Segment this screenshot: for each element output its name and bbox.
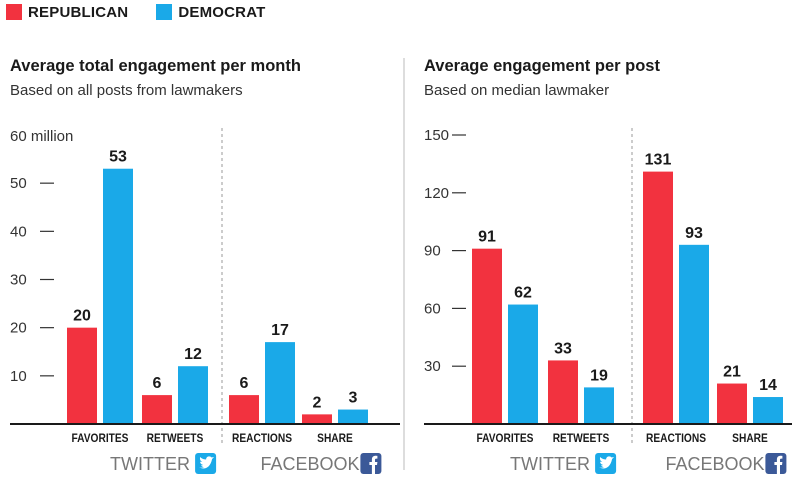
chart-title: Average engagement per post: [424, 57, 660, 75]
legend-label-republican: REPUBLICAN: [28, 3, 129, 21]
y-tick-label: 120: [424, 185, 449, 202]
facebook-icon: [765, 453, 787, 474]
bar-democrat-favorites: [508, 304, 538, 424]
category-label: REACTIONS: [646, 432, 706, 445]
y-tick-label: 90: [424, 243, 441, 260]
y-tick-label: 30: [424, 358, 441, 375]
twitter-icon: [195, 453, 217, 474]
legend: REPUBLICAN DEMOCRAT: [6, 2, 294, 22]
bar-democrat-favorites: [103, 168, 133, 424]
y-tick-label: 60: [424, 300, 441, 317]
bar-republican-share: [717, 383, 747, 424]
chart-subtitle: Based on median lawmaker: [424, 82, 609, 99]
y-tick-label: 50: [10, 175, 27, 192]
chart-title: Average total engagement per month: [10, 57, 301, 75]
data-label: 21: [723, 364, 741, 381]
bar-republican-reactions: [643, 171, 673, 424]
bar-democrat-retweets: [584, 387, 614, 424]
legend-swatch-democrat: [156, 4, 173, 20]
category-label: RETWEETS: [147, 432, 204, 445]
category-label: RETWEETS: [553, 432, 610, 445]
bar-republican-share: [302, 414, 332, 424]
category-label: FAVORITES: [476, 432, 533, 445]
legend-label-democrat: DEMOCRAT: [178, 3, 266, 21]
bar-democrat-reactions: [265, 342, 295, 424]
bar-democrat-share: [753, 397, 783, 424]
data-label: 12: [184, 346, 202, 363]
bar-republican-reactions: [229, 395, 259, 424]
data-label: 131: [645, 152, 672, 169]
legend-swatch-republican: [6, 4, 22, 20]
y-tick-label: 20: [10, 320, 27, 337]
y-tick-label: 40: [10, 223, 27, 240]
chart-subtitle: Based on all posts from lawmakers: [10, 82, 243, 99]
y-tick-label: 10: [10, 368, 27, 385]
data-label: 91: [478, 229, 496, 246]
data-label: 62: [514, 285, 532, 302]
data-label: 20: [73, 308, 91, 325]
chart-panel-2: Average engagement per post Based on medi…: [424, 57, 792, 474]
data-label: 14: [759, 377, 777, 394]
data-label: 93: [685, 225, 703, 242]
y-tick-label: 150: [424, 127, 449, 144]
data-label: 6: [240, 375, 249, 392]
data-label: 3: [349, 390, 358, 407]
category-label: SHARE: [732, 432, 768, 445]
category-label: REACTIONS: [232, 432, 292, 445]
bar-democrat-share: [338, 409, 368, 424]
chart-panel-1: Average total engagement per month Based …: [10, 57, 400, 474]
data-label: 19: [590, 367, 608, 384]
y-unit-label: 60 million: [10, 128, 73, 145]
bar-democrat-reactions: [679, 244, 709, 424]
data-label: 33: [554, 340, 572, 357]
category-label: FAVORITES: [71, 432, 128, 445]
bar-democrat-retweets: [178, 366, 208, 424]
platform-label-twitter: TWITTER: [510, 454, 590, 474]
legend-item-republican: REPUBLICAN: [6, 4, 128, 21]
bar-republican-retweets: [548, 360, 578, 424]
bar-republican-favorites: [472, 248, 502, 424]
platform-label-facebook: FACEBOOK: [665, 454, 764, 474]
category-label: SHARE: [317, 432, 353, 445]
data-label: 2: [313, 394, 322, 411]
data-label: 53: [109, 149, 127, 166]
platform-label-facebook: FACEBOOK: [260, 454, 359, 474]
legend-item-democrat: DEMOCRAT: [156, 4, 265, 21]
y-tick-label: 30: [10, 272, 27, 289]
data-label: 6: [153, 375, 162, 392]
platform-label-twitter: TWITTER: [110, 454, 190, 474]
bar-republican-favorites: [67, 327, 97, 424]
facebook-icon: [360, 453, 382, 474]
bar-republican-retweets: [142, 395, 172, 424]
twitter-icon: [595, 453, 617, 474]
data-label: 17: [271, 322, 289, 339]
